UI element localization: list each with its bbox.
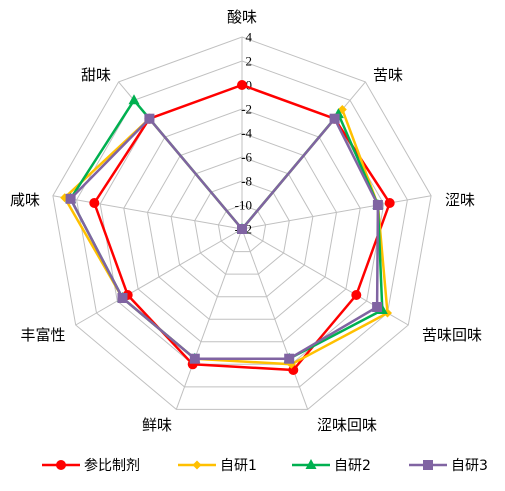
legend-item: 自研3: [409, 458, 488, 474]
grid-spoke: [241, 195, 432, 230]
grid-ring: [146, 132, 338, 320]
grid-spoke: [75, 228, 243, 326]
legend-marker: [56, 460, 66, 470]
data-point: [372, 200, 383, 210]
grid-ring: [170, 156, 314, 298]
tick-labels: 420-2-4-6-8-10-12: [235, 30, 253, 237]
grid-ring: [123, 108, 361, 343]
series-2: [60, 105, 392, 369]
legend-marker: [192, 460, 202, 470]
series-line: [63, 108, 389, 366]
data-point: [351, 290, 362, 300]
data-point: [144, 113, 155, 124]
legend-item: 自研1: [178, 458, 257, 474]
grid-spoke: [175, 228, 243, 410]
data-point: [284, 353, 295, 364]
tick-label: -2: [241, 102, 252, 117]
data-point: [65, 193, 76, 204]
grid-spoke: [241, 228, 309, 410]
series-line: [69, 117, 380, 360]
tick-label: 2: [246, 54, 253, 69]
axis-label: 咸味: [10, 191, 40, 209]
tick-label: -8: [241, 174, 252, 189]
legend-label: 参比制剂: [84, 457, 140, 474]
tick-label: -6: [241, 150, 252, 165]
tick-label: 0: [246, 78, 253, 93]
axis-label: 甜味: [81, 66, 111, 84]
tick-label: -4: [241, 126, 252, 141]
data-point: [189, 353, 200, 364]
legend-marker: [305, 459, 317, 469]
legend: 参比制剂 自研1 自研2 自研3: [42, 457, 488, 474]
axis-label: 涩味: [445, 191, 475, 209]
data-point: [237, 224, 247, 234]
legend-marker: [423, 460, 433, 470]
data-point: [89, 198, 100, 208]
axis-label: 苦味: [373, 66, 403, 84]
axis-label: 丰富性: [20, 326, 65, 344]
series-3: [65, 94, 388, 363]
series-layer: [60, 80, 395, 375]
grid-spoke: [52, 195, 243, 230]
data-point: [117, 293, 128, 303]
grid-ring: [76, 60, 408, 388]
series-4: [65, 113, 383, 364]
data-point: [237, 80, 247, 90]
data-point: [329, 113, 340, 124]
data-point: [372, 302, 383, 312]
grid-ring: [194, 180, 290, 275]
axis-label: 苦味回味: [422, 326, 482, 344]
legend-item: 自研2: [292, 458, 371, 474]
grid-ring: [52, 36, 432, 410]
legend-label: 自研1: [220, 458, 257, 474]
axis-label: 鲜味: [142, 416, 172, 434]
legend-label: 自研2: [334, 458, 371, 474]
legend-label: 自研3: [451, 458, 488, 474]
axis-label: 涩味回味: [317, 416, 377, 434]
legend-item: 参比制剂: [42, 457, 140, 474]
axis-label: 酸味: [227, 8, 257, 26]
data-point: [128, 94, 140, 105]
data-point: [384, 198, 395, 208]
tick-label: -10: [235, 198, 252, 213]
tick-label: 4: [246, 30, 253, 45]
grid-ring: [217, 204, 267, 253]
